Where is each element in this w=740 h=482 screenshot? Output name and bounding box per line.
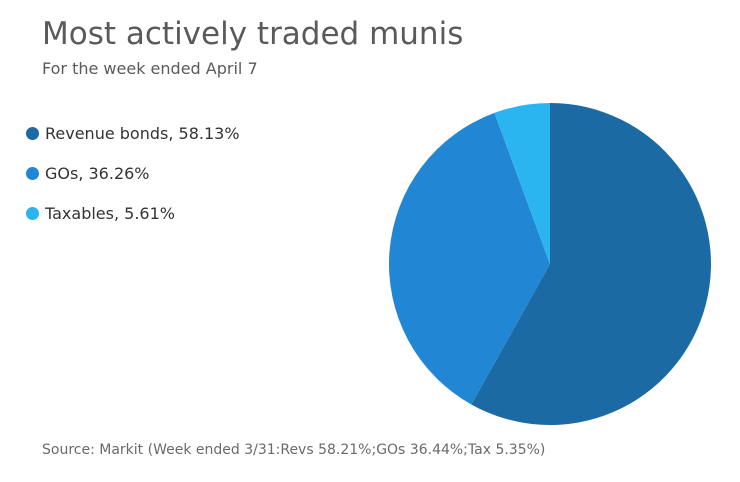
legend-swatch bbox=[26, 206, 39, 220]
pie-chart bbox=[389, 103, 711, 426]
legend: Revenue bonds, 58.13% GOs, 36.26% Taxabl… bbox=[26, 123, 240, 243]
pie-slice-revenue-bonds bbox=[471, 103, 711, 426]
pie-slice-gos bbox=[389, 112, 550, 405]
legend-label: GOs, 36.26% bbox=[45, 163, 150, 183]
legend-item-revenue-bonds: Revenue bonds, 58.13% bbox=[26, 123, 240, 143]
chart-title: Most actively traded munis bbox=[42, 16, 464, 52]
legend-swatch bbox=[26, 126, 39, 140]
legend-swatch bbox=[26, 166, 39, 180]
legend-item-taxables: Taxables, 5.61% bbox=[26, 203, 240, 223]
legend-item-gos: GOs, 36.26% bbox=[26, 163, 240, 183]
source-note: Source: Markit (Week ended 3/31:Revs 58.… bbox=[42, 442, 546, 458]
chart-subtitle: For the week ended April 7 bbox=[42, 59, 258, 78]
legend-label: Revenue bonds, 58.13% bbox=[45, 123, 240, 143]
legend-label: Taxables, 5.61% bbox=[45, 203, 175, 223]
pie-slice-taxables bbox=[494, 103, 550, 264]
